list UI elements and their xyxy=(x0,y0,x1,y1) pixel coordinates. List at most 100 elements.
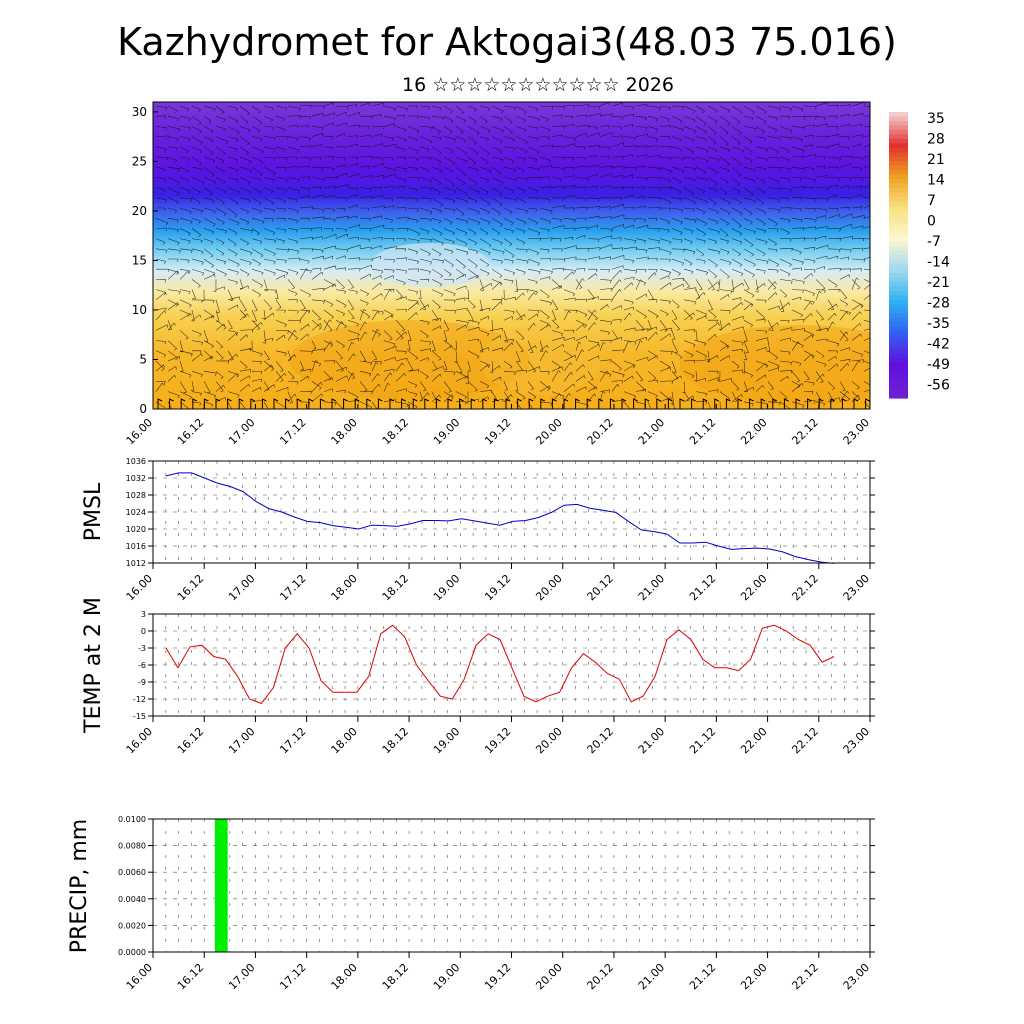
colorbar-swatch xyxy=(889,308,908,314)
colorbar-swatch xyxy=(889,196,908,202)
x-tick-label: 20.00 xyxy=(533,725,564,756)
x-tick-label: 20.12 xyxy=(585,416,616,447)
pmsl-grid xyxy=(152,460,871,564)
colorbar-swatch xyxy=(889,326,908,332)
y-tick-label: 0.0060 xyxy=(118,868,146,877)
x-tick-label: 17.12 xyxy=(277,572,308,603)
y-tick-label: 0.0100 xyxy=(118,815,146,824)
x-tick-label: 21.12 xyxy=(687,572,718,603)
colorbar-swatch xyxy=(889,125,908,131)
x-tick-label: 21.00 xyxy=(636,725,667,756)
x-tick-label: 22.00 xyxy=(738,416,769,447)
cross-section-panel: 0 5 10 15 20 25 30 16.00 16.12 17.00 17.12 18.00 18… xyxy=(124,101,950,447)
colorbar-label: -14 xyxy=(927,255,950,271)
y-tick-label: -6 xyxy=(138,661,146,670)
x-tick-label: 18.00 xyxy=(329,961,360,992)
colorbar-swatch xyxy=(889,219,908,225)
colorbar-label: 28 xyxy=(927,132,945,148)
colorbar-swatch xyxy=(889,232,908,238)
colorbar-swatch xyxy=(889,393,908,399)
colorbar-swatch xyxy=(889,183,908,189)
colorbar-swatch xyxy=(889,201,908,207)
x-tick-label: 23.00 xyxy=(841,961,872,992)
pmsl-axes: 1036 1032 1028 1024 1020 1016 1012 16.00 16.12 17… xyxy=(124,457,875,603)
x-tick-label: 17.00 xyxy=(226,416,257,447)
temp-grid xyxy=(152,613,871,717)
colorbar-swatch xyxy=(889,120,908,127)
colorbar-swatch xyxy=(889,322,908,328)
x-tick-label: 20.00 xyxy=(533,961,564,992)
cold-tongue xyxy=(370,243,490,287)
x-tick-label: 18.12 xyxy=(380,416,411,447)
heatmap-y-axis: 0 5 10 15 20 25 30 xyxy=(132,105,158,416)
y-tick-label: 3 xyxy=(141,610,146,619)
surface-barbs xyxy=(157,398,870,409)
pmsl-ylabel: PMSL xyxy=(81,482,106,541)
colorbar-label: -49 xyxy=(927,357,950,373)
x-tick-label: 16.00 xyxy=(124,416,155,447)
x-tick-label: 18.00 xyxy=(329,416,360,447)
x-tick-label: 19.12 xyxy=(482,725,513,756)
y-tick-label: -3 xyxy=(138,644,146,653)
y-tick-label: 1020 xyxy=(126,525,146,534)
x-tick-label: 21.12 xyxy=(687,416,718,447)
colorbar-swatch xyxy=(889,187,908,194)
x-tick-label: 20.12 xyxy=(585,572,616,603)
colorbar-swatch xyxy=(889,281,908,287)
warm-pocket xyxy=(480,325,600,395)
colorbar-swatch xyxy=(889,348,908,354)
pmsl-line xyxy=(165,472,835,564)
x-tick-label: 22.00 xyxy=(738,725,769,756)
colorbar-swatch xyxy=(889,170,908,176)
x-tick-label: 16.12 xyxy=(175,725,206,756)
x-tick-label: 22.12 xyxy=(789,416,820,447)
x-tick-label: 17.12 xyxy=(277,961,308,992)
colorbar-swatch xyxy=(889,161,908,167)
colorbar-swatch xyxy=(889,192,908,198)
x-tick-label: 19.00 xyxy=(431,961,462,992)
y-tick-label: 5 xyxy=(139,352,147,366)
colorbar-swatch xyxy=(889,362,908,368)
chart-subtitle: 16 ☆☆☆☆☆☆☆☆☆☆☆ 2026 xyxy=(402,74,674,96)
colorbar-label: 21 xyxy=(927,152,945,168)
x-tick-label: 19.12 xyxy=(482,572,513,603)
colorbar-swatch xyxy=(889,116,908,122)
precip-grid xyxy=(152,818,871,953)
y-tick-label: 0 xyxy=(139,402,147,416)
colorbar-swatch xyxy=(889,241,908,247)
precip-panel: PRECIP, mm 0.0100 0.0080 0.0060 0.0040 0.002… xyxy=(67,815,875,992)
colorbar-swatch xyxy=(889,174,908,180)
y-tick-label: -12 xyxy=(133,695,146,704)
x-tick-label: 19.12 xyxy=(482,416,513,447)
x-tick-label: 23.00 xyxy=(841,725,872,756)
x-tick-label: 17.00 xyxy=(226,572,257,603)
colorbar-swatch xyxy=(889,330,908,337)
colorbar-label: 35 xyxy=(927,111,945,127)
x-tick-label: 23.00 xyxy=(841,572,872,603)
colorbar-label: -42 xyxy=(927,337,950,353)
colorbar-swatch xyxy=(889,384,908,390)
x-tick-label: 22.12 xyxy=(789,572,820,603)
x-tick-label: 22.12 xyxy=(789,961,820,992)
colorbar-swatch xyxy=(889,335,908,341)
y-tick-label: 25 xyxy=(132,154,147,168)
x-tick-label: 22.00 xyxy=(738,961,769,992)
x-tick-label: 18.00 xyxy=(329,572,360,603)
y-tick-label: 0 xyxy=(141,627,146,636)
precip-bars xyxy=(214,819,228,952)
y-tick-label: 1012 xyxy=(126,559,146,568)
x-tick-label: 17.12 xyxy=(277,416,308,447)
colorbar-swatch xyxy=(889,112,908,118)
x-tick-label: 17.00 xyxy=(226,725,257,756)
x-tick-label: 16.12 xyxy=(175,572,206,603)
x-tick-label: 22.00 xyxy=(738,572,769,603)
temp-axes: 3 0 -3 -6 -9 -12 -15 16.00 16.12 17.00 17.12 18.00 1… xyxy=(124,610,875,756)
colorbar-swatch xyxy=(889,134,908,140)
precip-axes: 0.0100 0.0080 0.0060 0.0040 0.0020 0.0000 16.0… xyxy=(118,815,875,992)
colorbar-swatch xyxy=(889,344,908,350)
colorbar-label: -35 xyxy=(927,316,950,332)
x-tick-label: 21.00 xyxy=(636,961,667,992)
x-tick-label: 21.12 xyxy=(687,961,718,992)
colorbar-swatch xyxy=(889,179,908,185)
